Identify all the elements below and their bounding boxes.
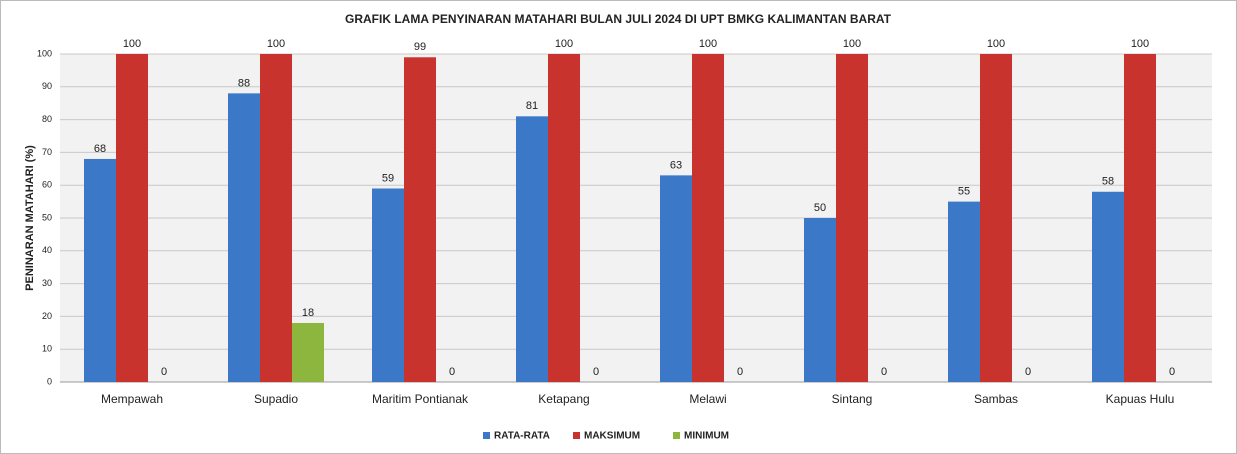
y-tick-label: 40 [42,245,52,255]
bar [692,54,724,382]
y-tick-label: 0 [47,376,52,386]
legend-swatch [483,432,490,439]
x-tick-label: Kapuas Hulu [1106,392,1175,406]
data-label: 0 [881,366,887,378]
legend-swatch [573,432,580,439]
data-label: 0 [1169,366,1175,378]
legend-label: RATA-RATA [494,431,550,442]
data-label: 50 [814,202,826,214]
legend-label: MINIMUM [684,431,729,442]
y-tick-label: 30 [42,278,52,288]
data-label: 100 [987,38,1005,50]
data-label: 0 [161,366,167,378]
chart-title: GRAFIK LAMA PENYINARAN MATAHARI BULAN JU… [345,12,892,26]
y-axis-label: PENINARAN MATAHARI (%) [24,145,36,291]
legend-swatch [673,432,680,439]
bar [228,93,260,383]
data-label: 0 [737,366,743,378]
bar [836,54,868,382]
bar [1092,191,1124,382]
bar [980,54,1012,382]
data-label: 99 [414,41,426,53]
x-tick-label: Mempawah [101,392,163,406]
bar [260,54,292,382]
data-label: 100 [1131,38,1149,50]
bar [292,322,324,382]
data-label: 100 [267,38,285,50]
bar [660,175,692,382]
y-tick-label: 100 [37,48,52,58]
data-label: 68 [94,143,106,155]
bar [84,158,116,382]
bar [1124,54,1156,382]
y-tick-label: 50 [42,212,52,222]
y-tick-label: 60 [42,180,52,190]
y-tick-label: 20 [42,311,52,321]
y-tick-label: 70 [42,147,52,157]
data-label: 0 [449,366,455,378]
data-label: 18 [302,307,314,319]
x-tick-label: Supadio [254,392,298,406]
data-label: 100 [843,38,861,50]
bar [372,188,404,382]
x-tick-label: Ketapang [538,392,589,406]
data-label: 100 [555,38,573,50]
data-label: 58 [1102,176,1114,188]
x-tick-label: Maritim Pontianak [372,392,469,406]
bar [516,116,548,382]
data-label: 59 [382,172,394,184]
x-tick-label: Melawi [689,392,726,406]
bar [404,57,436,382]
data-label: 81 [526,100,538,112]
bar [804,218,836,382]
x-tick-label: Sintang [832,392,873,406]
data-label: 100 [123,38,141,50]
y-tick-label: 90 [42,81,52,91]
y-tick-label: 80 [42,114,52,124]
x-tick-label: Sambas [974,392,1018,406]
bar [948,201,980,382]
bar [548,54,580,382]
legend-label: MAKSIMUM [584,431,640,442]
data-label: 0 [1025,366,1031,378]
y-tick-label: 10 [42,344,52,354]
data-label: 88 [238,77,250,89]
data-label: 63 [670,159,682,171]
data-label: 0 [593,366,599,378]
data-label: 100 [699,38,717,50]
bar [116,54,148,382]
data-label: 55 [958,186,970,198]
